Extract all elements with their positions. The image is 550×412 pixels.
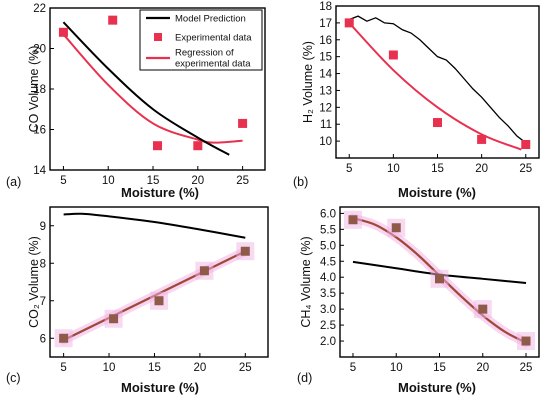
data-point: [193, 141, 203, 151]
data-point: [154, 296, 164, 306]
y-tick-label: 16: [33, 125, 46, 137]
y-tick-label: 14: [33, 165, 46, 177]
x-tick-label: 15: [147, 175, 160, 187]
y-axis-label: CH₄ Volume (%): [299, 236, 313, 327]
data-point: [433, 118, 442, 128]
y-axis-label: CO₂ Volume (%): [27, 236, 41, 328]
data-point: [58, 27, 68, 37]
x-tick-label: 15: [148, 362, 161, 374]
data-point: [344, 18, 354, 28]
data-point: [199, 266, 209, 276]
legend-experimental-swatch: [154, 33, 162, 41]
x-tick-label: 5: [60, 175, 66, 187]
x-tick-label: 15: [433, 362, 446, 374]
x-axis-label: Moisture (%): [121, 185, 199, 200]
x-tick-label: 10: [387, 163, 400, 175]
y-tick-label: 6: [40, 333, 46, 345]
y-tick-label: 12: [319, 102, 332, 114]
data-point: [109, 314, 119, 324]
x-tick-label: 15: [431, 163, 444, 175]
data-point: [59, 333, 69, 343]
y-tick-label: 20: [33, 44, 46, 56]
panel-b: 5 10 15 20 25 10 11 12 13 14 15 16 17 18 Moisture (%) H…: [293, 1, 540, 200]
y-tick-label: 8: [40, 258, 46, 270]
data-point: [238, 118, 248, 128]
y-tick-label: 13: [319, 85, 332, 97]
y-tick-label: 7: [40, 296, 46, 308]
plot-frame: [335, 5, 540, 159]
data-point: [521, 336, 531, 346]
data-point: [478, 304, 488, 314]
data-point: [240, 246, 250, 256]
panel-letter: (b): [293, 175, 308, 189]
y-tick-label: 22: [33, 3, 46, 15]
x-tick-label: 20: [191, 175, 204, 187]
x-tick-label: 25: [239, 362, 252, 374]
x-axis-label: Moisture (%): [121, 380, 199, 395]
y-tick-label: 5.0: [320, 240, 336, 252]
y-tick-label: 9: [40, 221, 46, 233]
data-point: [477, 134, 487, 144]
y-tick-label: 2.0: [320, 336, 336, 348]
panel-letter: (a): [6, 175, 21, 189]
x-tick-label: 10: [390, 362, 403, 374]
x-tick-label: 20: [476, 362, 489, 374]
panel-a: 5 10 15 20 25 14 16 18 20 22 Moisture (%) CO Volume…: [6, 3, 266, 200]
y-tick-label: 11: [320, 119, 332, 131]
model-line: [63, 212, 246, 239]
regression-line: [348, 22, 522, 151]
y-tick-label: 3.5: [320, 288, 336, 300]
data-point: [153, 141, 162, 151]
x-tick-label: 25: [236, 175, 249, 187]
y-tick-label: 18: [319, 1, 332, 13]
y-tick-label: 14: [319, 69, 332, 81]
panel-c: 5 10 15 20 25 6 7 8 9 Moisture (%) CO₂ Volume (%) (…: [6, 206, 269, 395]
legend-regression-label-2: experimental data: [175, 59, 251, 70]
legend-experimental-label: Experimental data: [175, 33, 252, 44]
y-tick-label: 16: [319, 35, 332, 47]
y-axis-label: H₂ Volume (%): [301, 41, 315, 123]
legend: Model Prediction Experimental data Regress…: [139, 9, 263, 71]
legend-model-label: Model Prediction: [175, 14, 246, 25]
x-tick-label: 5: [350, 362, 356, 374]
y-tick-label: 5.5: [320, 224, 336, 236]
y-tick-label: 4.5: [320, 256, 336, 268]
y-tick-label: 10: [319, 136, 332, 148]
x-axis-label: Moisture (%): [398, 380, 476, 395]
x-tick-label: 5: [346, 163, 352, 175]
x-tick-label: 20: [193, 362, 206, 374]
y-tick-label: 2.5: [320, 320, 336, 332]
x-tick-label: 25: [519, 163, 532, 175]
data-point: [521, 139, 531, 149]
model-line: [349, 15, 527, 144]
x-tick-label: 20: [475, 163, 488, 175]
y-tick-label: 17: [319, 18, 332, 30]
regression-line: [62, 33, 243, 144]
data-point: [435, 274, 444, 284]
x-tick-label: 5: [60, 362, 66, 374]
panel-letter: (c): [6, 371, 21, 385]
data-point: [388, 50, 398, 60]
data-point: [348, 215, 358, 225]
y-tick-label: 4.0: [320, 272, 336, 284]
plot-frame: [49, 206, 269, 358]
x-tick-label: 10: [102, 175, 115, 187]
legend-regression-label-1: Regression of: [175, 48, 234, 59]
model-line: [62, 21, 230, 156]
x-tick-label: 25: [520, 362, 533, 374]
panel-d: 5 10 15 20 25 2.0 2.5 3.0 3.5 4.0 4.5 5.0 5.5 6.0 Mois…: [297, 206, 540, 395]
y-tick-label: 3.0: [320, 304, 336, 316]
y-tick-label: 15: [319, 52, 332, 64]
x-tick-label: 10: [103, 362, 116, 374]
x-axis-label: Moisture (%): [398, 185, 476, 200]
y-tick-label: 18: [33, 84, 46, 96]
y-axis-label: CO Volume (%): [27, 46, 41, 133]
panel-letter: (d): [297, 371, 312, 385]
data-point: [108, 15, 118, 25]
y-tick-label: 6.0: [320, 208, 336, 220]
data-point: [391, 223, 401, 233]
